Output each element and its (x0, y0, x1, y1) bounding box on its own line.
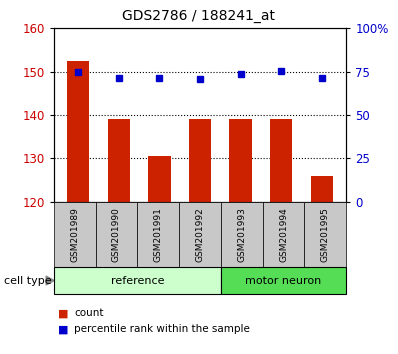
Text: ■: ■ (58, 308, 68, 318)
Bar (67, 61, 89, 202)
Text: ■: ■ (58, 324, 68, 334)
Text: GSM201993: GSM201993 (237, 207, 246, 262)
Text: GSM201991: GSM201991 (154, 207, 163, 262)
Bar (230, 119, 252, 202)
Text: GSM201990: GSM201990 (112, 207, 121, 262)
Text: GDS2786 / 188241_at: GDS2786 / 188241_at (123, 9, 275, 23)
Text: count: count (74, 308, 104, 318)
Polygon shape (46, 276, 54, 285)
Bar (270, 119, 293, 202)
Bar (148, 156, 170, 202)
Text: GSM201992: GSM201992 (195, 207, 205, 262)
Text: GSM201989: GSM201989 (70, 207, 79, 262)
Bar (189, 119, 211, 202)
Bar (107, 119, 130, 202)
Text: reference: reference (111, 275, 164, 286)
Text: GSM201995: GSM201995 (321, 207, 330, 262)
Text: GSM201994: GSM201994 (279, 207, 288, 262)
Text: motor neuron: motor neuron (246, 275, 322, 286)
Text: cell type: cell type (4, 275, 52, 286)
Bar (311, 176, 333, 202)
Text: percentile rank within the sample: percentile rank within the sample (74, 324, 250, 334)
